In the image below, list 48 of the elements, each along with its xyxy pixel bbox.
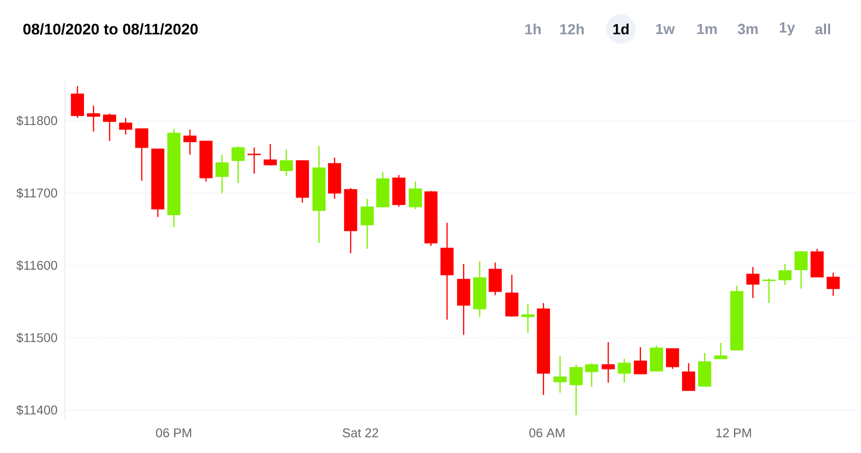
x-tick-label: 12 PM [716,428,751,438]
candlestick [248,146,261,174]
candlestick [602,342,615,384]
y-tick-label: $11800 [16,116,58,126]
chart-title: 08/10/2020 to 08/11/2020 [23,23,198,35]
candlestick [778,263,792,286]
x-tick-label: 06 AM [529,428,564,438]
text: 1h [525,24,541,34]
candlestick [505,274,518,318]
candlestick [570,364,583,416]
x-tick-label: Sat 22 [342,428,378,438]
candlestick [408,180,422,210]
candlestick [86,104,100,132]
candlestick [650,345,664,372]
y-tick-label: $11400 [16,404,58,416]
text: 1m [697,24,717,34]
candlestick [794,250,808,290]
candlestick [135,128,148,182]
candlestick [666,348,680,370]
text: 1y [780,22,796,36]
y-tick-label: $11700 [16,188,58,198]
candlestick [280,149,293,176]
candlestick [553,355,567,394]
candlestick [746,266,760,299]
candlestick [826,272,840,296]
text: 12h [560,24,584,34]
y-tick-label: $11500 [16,332,58,343]
candlestick [360,198,374,250]
candlestick [216,154,229,194]
candlestick [488,262,502,296]
candlestick [70,85,84,118]
y-tick-label: $11600 [16,260,58,271]
candlestick [264,143,277,166]
candlestick [714,342,728,360]
candlestick [682,362,696,392]
text: 1w [656,24,675,34]
text: 3m [738,24,758,34]
candlestick [585,362,598,388]
candlestick [618,358,631,384]
candlestick [103,112,116,142]
candlestick [634,346,647,375]
text: all [815,24,830,34]
candlestick [183,128,196,156]
candlestick [762,278,776,304]
x-tick-label: 06 PM [156,428,192,438]
text: 1d [613,24,629,34]
candlestick [232,146,245,184]
candlestick [119,117,132,136]
